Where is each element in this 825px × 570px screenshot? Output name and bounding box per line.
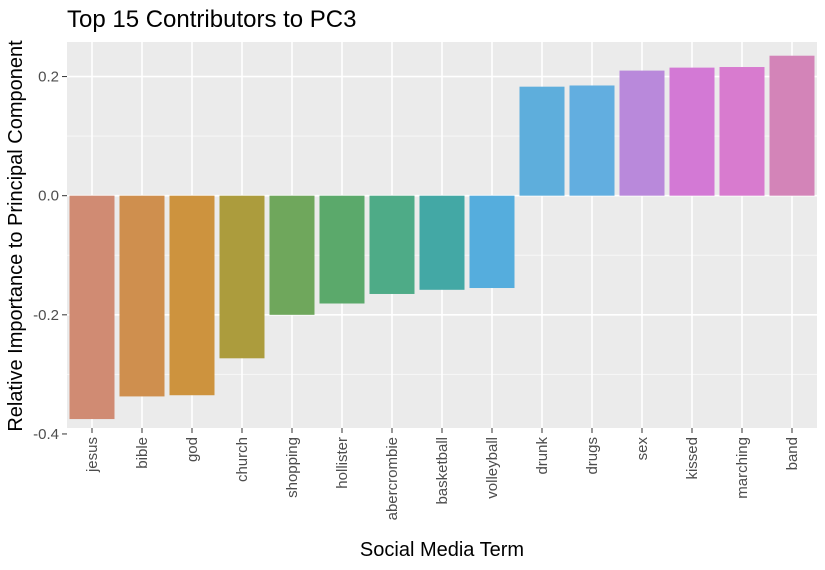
bar-jesus [69,195,115,420]
x-tick-label-god: god [184,437,201,462]
bar-volleyball [469,195,515,289]
chart-title: Top 15 Contributors to PC3 [67,6,357,33]
y-tick-label: -0.2 [33,307,59,324]
x-tick-label-drunk: drunk [534,437,551,475]
bar-bible [119,195,165,397]
x-tick-label-shopping: shopping [284,437,301,498]
bar-abercrombie [369,195,415,294]
x-tick-label-hollister: hollister [334,437,351,489]
bar-band [769,55,815,196]
bar-drunk [519,86,565,196]
bar-church [219,195,265,359]
bar-kissed [669,67,715,196]
x-tick-label-church: church [234,437,251,482]
x-tick-label-band: band [784,437,801,470]
y-tick-label: -0.4 [33,426,59,443]
bar-drugs [569,85,615,196]
x-tick-label-jesus: jesus [84,437,101,473]
bar-shopping [269,195,315,315]
bar-basketball [419,195,465,290]
bar-god [169,195,215,396]
y-axis-ticks: -0.4 -0.2 0.0 0.2 [33,69,67,443]
bar-sex [619,70,665,196]
x-tick-label-sex: sex [634,437,651,461]
x-tick-label-bible: bible [134,437,151,469]
x-axis-title: Social Media Term [360,539,524,561]
y-axis-title: Relative Importance to Principal Compone… [5,40,27,432]
x-tick-label-volleyball: volleyball [484,437,501,499]
x-tick-label-marching: marching [734,437,751,499]
bar-marching [719,67,765,196]
x-tick-label-kissed: kissed [684,437,701,480]
bar-hollister [319,195,365,304]
x-axis-ticks: jesus bible god church shopping hollister aber… [84,428,801,520]
bars [69,55,815,420]
x-tick-label-drugs: drugs [584,437,601,475]
y-tick-label: 0.0 [38,188,59,205]
y-tick-label: 0.2 [38,69,59,86]
x-tick-label-abercrombie: abercrombie [384,437,401,520]
x-tick-label-basketball: basketball [434,437,451,505]
